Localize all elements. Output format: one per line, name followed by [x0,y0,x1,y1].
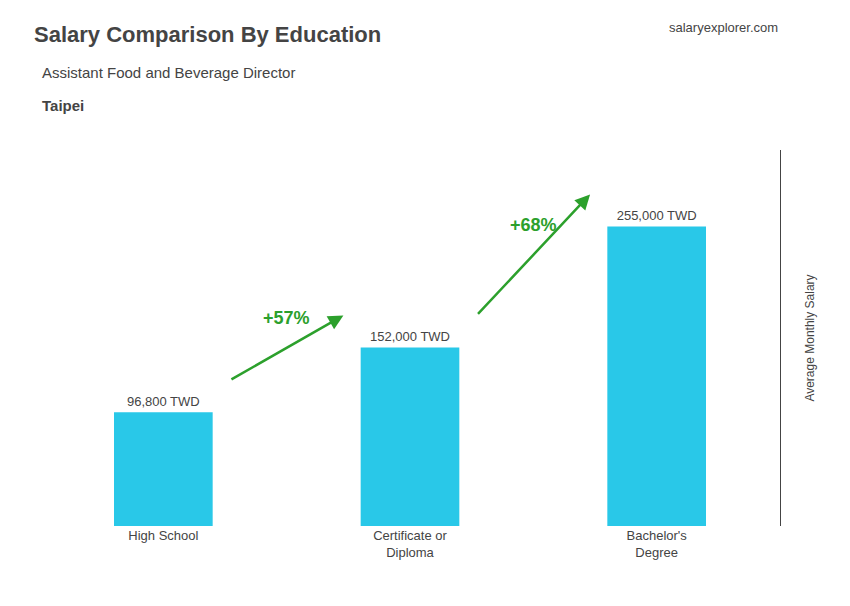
svg-text:Average Monthly Salary: Average Monthly Salary [803,274,817,401]
svg-text:+57%: +57% [263,308,310,328]
svg-text:Certificate orDiploma: Certificate orDiploma [373,528,447,560]
svg-text:Bachelor'sDegree: Bachelor'sDegree [627,528,688,560]
svg-text:Taipei: Taipei [42,97,84,114]
svg-text:96,800 TWD: 96,800 TWD [127,394,200,409]
svg-text:255,000 TWD: 255,000 TWD [617,208,697,223]
svg-text:High School: High School [128,528,198,543]
svg-text:salaryexplorer.com: salaryexplorer.com [669,20,778,35]
svg-text:Assistant Food and Beverage Di: Assistant Food and Beverage Director [42,64,295,81]
svg-text:+68%: +68% [510,215,557,235]
svg-text:152,000 TWD: 152,000 TWD [370,329,450,344]
svg-text:Salary Comparison By Education: Salary Comparison By Education [34,22,381,47]
